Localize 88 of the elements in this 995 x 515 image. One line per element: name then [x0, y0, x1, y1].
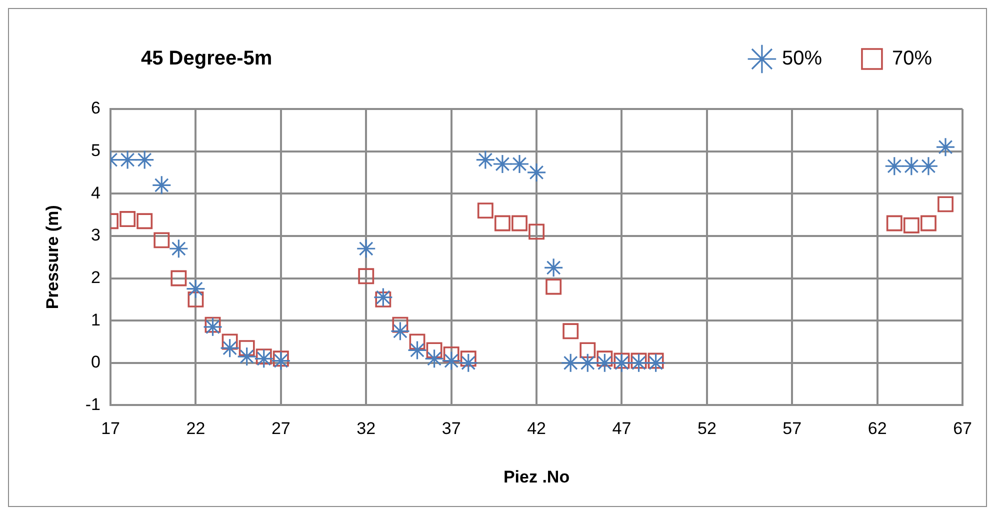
x-tick-label: 32 [356, 419, 376, 438]
point [648, 352, 664, 369]
x-tick-label: 17 [101, 419, 120, 438]
point [443, 346, 460, 362]
point [528, 224, 544, 240]
point [118, 150, 138, 170]
point [442, 350, 462, 371]
x-tick-label: 67 [953, 419, 972, 438]
x-tick-label: 27 [271, 419, 290, 438]
x-tick-label: 37 [442, 419, 461, 438]
point [938, 196, 954, 212]
point [492, 154, 512, 174]
y-tick-label: 0 [91, 352, 101, 372]
point [373, 288, 393, 308]
x-axis-title: Piez .No [503, 467, 570, 486]
point [612, 353, 632, 373]
point [220, 338, 240, 358]
point [560, 353, 580, 373]
point [186, 279, 206, 299]
point [458, 353, 478, 373]
point [510, 154, 530, 174]
x-tick-label: 62 [868, 419, 887, 438]
point [526, 162, 546, 182]
point [356, 238, 376, 258]
point [238, 340, 255, 356]
point [546, 278, 562, 295]
point [494, 215, 510, 232]
point [204, 316, 221, 333]
point [358, 268, 374, 284]
y-tick-label: 2 [91, 268, 101, 287]
point [580, 342, 596, 358]
point [256, 348, 272, 365]
point [152, 175, 172, 195]
point [614, 352, 630, 369]
y-tick-label: -1 [85, 394, 101, 414]
point [936, 137, 956, 157]
point [390, 321, 410, 341]
y-axis-title: Pressure (m) [42, 205, 62, 310]
x-tick-label: 57 [782, 419, 802, 438]
point [134, 150, 154, 170]
point [120, 211, 136, 227]
point [477, 202, 494, 219]
legend-label: 70% [892, 48, 932, 70]
point [902, 156, 922, 176]
point [578, 353, 598, 373]
point [202, 317, 223, 337]
point [596, 350, 613, 367]
y-tick-label: 5 [91, 141, 101, 160]
point [154, 232, 170, 248]
chart-title: 45 Degree-5m [141, 48, 272, 70]
point [630, 352, 647, 369]
x-tick-label: 42 [527, 419, 546, 438]
point [476, 150, 496, 170]
x-tick-label: 47 [612, 419, 632, 438]
point [628, 353, 649, 373]
point [271, 350, 291, 371]
y-tick-label: 3 [91, 226, 101, 245]
point [168, 238, 188, 258]
x-tick-label: 52 [697, 419, 716, 438]
point [886, 215, 902, 232]
point [407, 340, 428, 360]
point [884, 156, 904, 176]
point [562, 323, 579, 340]
point [392, 316, 408, 333]
point [136, 213, 153, 230]
y-tick-label: 4 [91, 183, 101, 202]
y-tick-label: 6 [91, 98, 101, 118]
point [918, 156, 938, 176]
x-tick-label: 22 [186, 419, 206, 438]
point [424, 348, 444, 368]
point [646, 353, 666, 373]
point [272, 350, 289, 367]
point [409, 334, 426, 350]
legend-label: 50% [782, 48, 822, 70]
point [460, 350, 476, 367]
point [920, 215, 936, 232]
point [426, 342, 442, 358]
point [594, 353, 614, 373]
point [512, 215, 528, 232]
point [375, 291, 392, 308]
point [170, 270, 187, 286]
point [237, 346, 257, 366]
point [188, 291, 204, 308]
y-tick-label: 1 [91, 310, 101, 330]
point [903, 217, 920, 234]
point [544, 258, 564, 278]
point [222, 334, 238, 350]
point [254, 348, 274, 368]
